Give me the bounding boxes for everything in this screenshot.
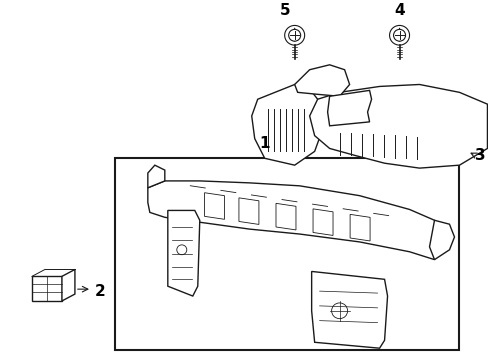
Polygon shape (309, 85, 487, 168)
Polygon shape (62, 270, 75, 301)
Polygon shape (428, 220, 453, 260)
Polygon shape (204, 193, 224, 219)
Polygon shape (147, 165, 164, 188)
Text: 1: 1 (259, 136, 269, 152)
Polygon shape (275, 203, 295, 230)
Polygon shape (239, 198, 258, 224)
Polygon shape (311, 271, 387, 348)
Polygon shape (147, 181, 439, 260)
Bar (115, 158, 459, 350)
Text: 3: 3 (474, 148, 485, 163)
Polygon shape (327, 90, 371, 126)
Polygon shape (294, 65, 349, 96)
Text: 4: 4 (393, 3, 404, 18)
Polygon shape (251, 85, 324, 165)
Text: 5: 5 (279, 3, 289, 18)
Circle shape (288, 30, 300, 41)
Polygon shape (349, 214, 369, 241)
Text: 2: 2 (95, 284, 105, 299)
Polygon shape (167, 211, 200, 296)
Polygon shape (32, 276, 62, 301)
Polygon shape (312, 209, 332, 235)
Circle shape (393, 30, 405, 41)
